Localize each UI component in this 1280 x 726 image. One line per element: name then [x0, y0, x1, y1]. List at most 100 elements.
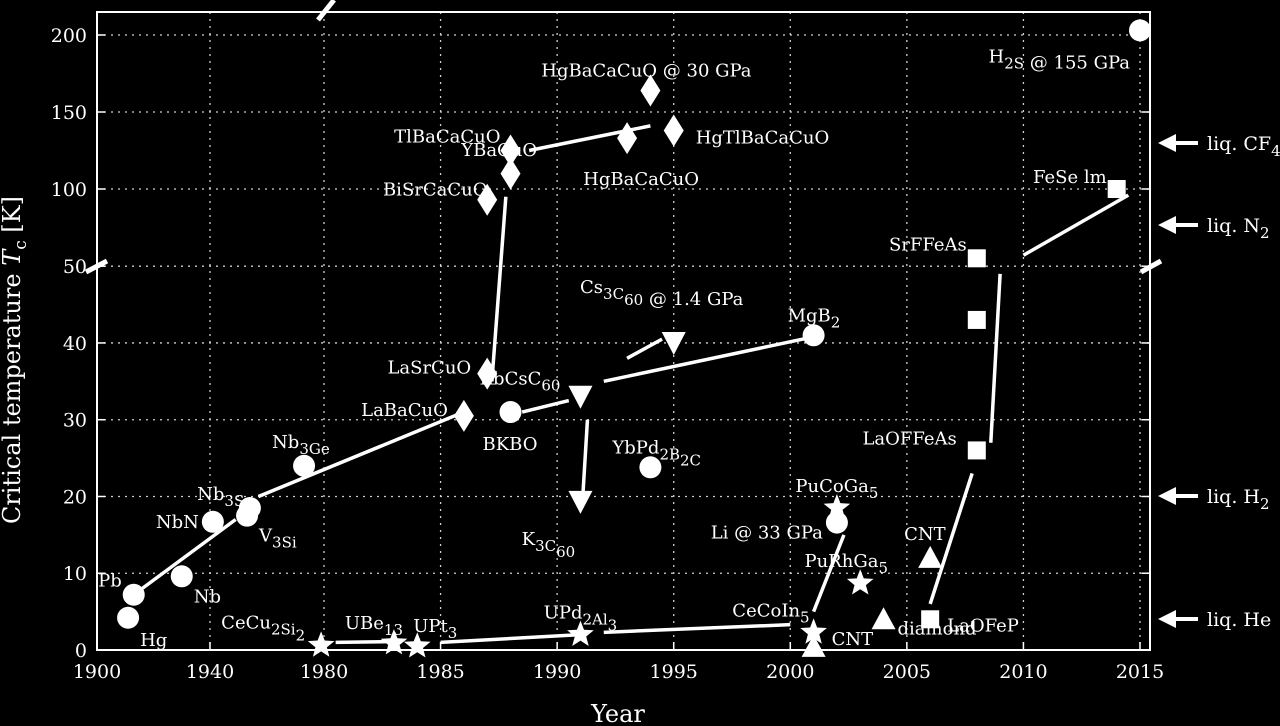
trend-line — [490, 196, 508, 382]
marker-label: LaOFFeAs — [862, 428, 956, 449]
y-tick-label: 50 — [63, 256, 87, 278]
marker-label: YBaCuO — [460, 140, 537, 161]
y-tick-label: 100 — [51, 179, 87, 201]
marker-label: PuRhGa5 — [804, 551, 888, 577]
x-tick-label: 1985 — [416, 661, 464, 683]
trend-line — [989, 273, 1002, 443]
square-marker — [967, 441, 986, 460]
reference-arrow-head — [1158, 216, 1176, 234]
axis-break-right — [1139, 258, 1163, 275]
triangle-down-marker — [568, 490, 593, 514]
star-marker — [403, 632, 431, 658]
x-tick-label: 2000 — [766, 661, 814, 683]
reference-label: liq. N2 — [1207, 215, 1270, 242]
marker-label: Nb3Ge — [272, 432, 330, 458]
diamond-marker — [477, 357, 498, 390]
marker-label: CeCoIn5 — [732, 600, 809, 626]
y-tick-label: 200 — [51, 25, 87, 47]
circle-marker — [201, 510, 224, 533]
circle-marker — [170, 565, 193, 588]
marker-label: FeSe lm — [1033, 167, 1107, 188]
marker-label: CNT — [904, 524, 946, 545]
marker-label: CNT — [832, 629, 874, 650]
x-tick-label: 1990 — [533, 661, 581, 683]
trend-line — [132, 518, 237, 597]
marker-label: H2S @ 155 GPa — [989, 46, 1131, 73]
plot-frame — [84, 0, 1163, 651]
trend-line — [626, 337, 663, 360]
reference-arrow-head — [1158, 487, 1176, 505]
circle-marker — [117, 606, 140, 629]
circle-marker — [1129, 19, 1151, 42]
marker-label: LaSrCuO — [387, 358, 471, 379]
triangle-down-marker — [661, 331, 686, 355]
marker-label: Pb — [98, 571, 122, 592]
grid — [97, 12, 1150, 650]
star-marker — [846, 569, 874, 595]
trend-line — [603, 335, 814, 384]
circle-marker — [802, 324, 825, 347]
marker-label: Cs3C60 @ 1.4 GPa — [580, 277, 744, 310]
triangle-up-marker — [871, 607, 896, 630]
marker-label: HgBaCaCuO @ 30 GPa — [541, 60, 752, 81]
diamond-marker — [500, 157, 521, 190]
reference-label: liq. H2 — [1207, 486, 1270, 513]
diamond-marker — [500, 134, 521, 167]
marker-label: HgTlBaCaCuO — [696, 127, 830, 148]
square-marker — [967, 310, 986, 329]
trend-line — [928, 472, 974, 605]
trend-line — [440, 632, 581, 645]
diamond-marker — [453, 399, 474, 432]
y-axis-title: Critical temperature Tc [K] — [0, 196, 31, 524]
axis-titles: Year Critical temperature Tc [K] — [0, 196, 645, 726]
marker-label: HgBaCaCuO — [583, 169, 699, 190]
square-marker — [921, 610, 940, 629]
circle-marker — [639, 456, 662, 479]
marker-label: LaBaCuO — [361, 400, 448, 421]
circle-marker — [293, 454, 316, 477]
diamond-marker — [640, 74, 661, 107]
reference-arrow-head — [1158, 134, 1176, 152]
trend-line — [811, 534, 846, 613]
axis-break-left — [84, 258, 109, 275]
axis-break-top — [316, 0, 336, 22]
marker-label: PuCoGa5 — [795, 476, 878, 502]
diamond-marker — [477, 183, 498, 216]
x-tick-label: 2005 — [883, 661, 931, 683]
marker-label: UPd2Al3 — [544, 603, 618, 635]
marker-label: V3Si — [258, 526, 297, 552]
plot-border — [96, 11, 1151, 651]
y-tick-label: 0 — [75, 640, 87, 662]
x-tick-label: 1980 — [300, 661, 348, 683]
x-tick-label: 2010 — [999, 661, 1047, 683]
marker-label: Li @ 33 GPa — [711, 523, 823, 544]
x-axis-title: Year — [590, 700, 645, 726]
marker-label: UPt3 — [413, 616, 457, 642]
marker-label: BKBO — [483, 434, 538, 455]
marker-label: UBe13 — [345, 613, 403, 639]
diamond-marker — [617, 122, 638, 155]
triangle-down-marker — [568, 385, 593, 409]
axis-ticks: 1900 1940 1980 1985 1990 1995 2000 2005 2010 2015… — [51, 25, 1164, 683]
x-tick-label: 1995 — [650, 661, 698, 683]
star-marker — [800, 618, 827, 644]
trend-line — [521, 398, 570, 414]
data-markers — [117, 19, 1151, 658]
y-tick-label: 20 — [63, 486, 87, 508]
circle-marker — [238, 496, 261, 519]
trend-lines — [132, 124, 1130, 645]
star-marker — [307, 631, 335, 657]
reference-label: liq. CF4 — [1207, 133, 1280, 160]
reference-label: liq. He — [1207, 609, 1271, 631]
reference-markers: liq. He liq. H2 liq. N2 liq. CF4 — [1158, 133, 1280, 631]
trend-line — [581, 419, 590, 497]
marker-label: Nb — [194, 586, 221, 607]
triangle-up-marker — [801, 634, 826, 657]
marker-label: SrFFeAs — [889, 234, 967, 255]
circle-marker — [122, 583, 145, 606]
marker-label: MgB2 — [788, 305, 841, 331]
marker-label: TlBaCaCuO — [394, 127, 500, 148]
x-tick-label: 1940 — [186, 661, 234, 683]
